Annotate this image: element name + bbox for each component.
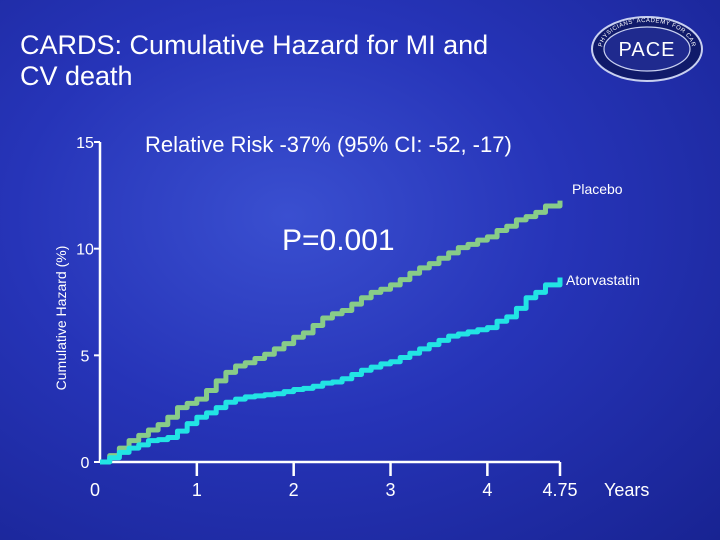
x-ticks: 0 1 2 3 4 4.75 — [90, 462, 578, 500]
slide-title: CARDS: Cumulative Hazard for MI and CV d… — [20, 30, 600, 92]
y-tick-label: 10 — [76, 242, 94, 259]
chart-series — [100, 200, 563, 465]
chart-axes — [98, 142, 560, 464]
legend-atorvastatin: Atorvastatin — [566, 272, 640, 288]
pace-logo: PHYSICIANS' ACADEMY FOR CARDIOVASCULAR E… — [588, 14, 703, 82]
x-tick-label: 4.75 — [542, 480, 577, 500]
y-ticks: 0 5 10 15 — [76, 135, 100, 472]
y-tick-label: 5 — [81, 348, 90, 365]
slide-title-line1: CARDS: Cumulative Hazard for MI and — [20, 30, 489, 60]
x-tick-label: 1 — [192, 480, 202, 500]
y-tick-label: 15 — [76, 135, 94, 152]
y-tick-label: 0 — [81, 455, 90, 472]
series-line-atorvastatin — [100, 277, 563, 465]
x-tick-label: 3 — [386, 480, 396, 500]
y-axis-label: Cumulative Hazard (%) — [53, 246, 69, 391]
x-tick-label: 2 — [289, 480, 299, 500]
slide-title-line2: CV death — [20, 61, 133, 91]
p-value-annotation: P=0.001 — [282, 224, 395, 257]
legend-placebo: Placebo — [572, 181, 623, 197]
x-tick-label: 4 — [482, 480, 492, 500]
series-line-placebo — [100, 200, 563, 465]
x-tick-label: 0 — [90, 480, 100, 500]
chart-title: Relative Risk -37% (95% CI: -52, -17) — [145, 132, 512, 157]
x-axis-label: Years — [604, 480, 649, 500]
logo-text: PACE — [619, 39, 676, 61]
